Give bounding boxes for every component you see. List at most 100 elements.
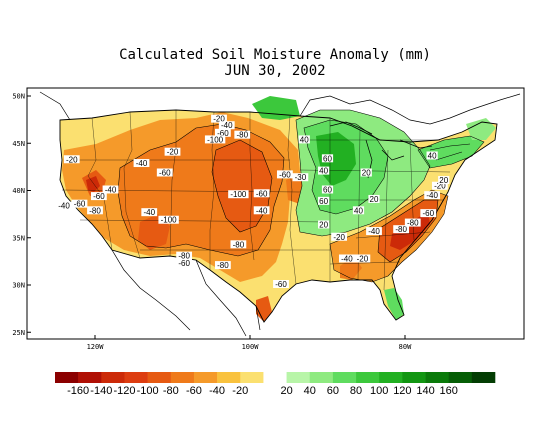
legend-label: -140 <box>90 385 112 397</box>
contour-label-bg <box>318 220 330 229</box>
contour-label-bg <box>366 227 382 236</box>
legend-label: 120 <box>393 385 411 397</box>
contour-label: -60 <box>422 209 434 218</box>
contour-label: 60 <box>323 154 332 163</box>
legend-swatch <box>193 372 218 383</box>
contour-label-bg <box>63 155 80 164</box>
legend-swatch <box>240 372 264 383</box>
contour-label: -60 <box>256 189 268 198</box>
anomaly-zone-texas-red <box>256 296 272 322</box>
contour-label-bg <box>368 194 380 203</box>
legend-swatch <box>402 372 426 383</box>
contour-label-bg <box>234 130 251 139</box>
contour-label: -40 <box>426 191 438 200</box>
contour-label: -80 <box>407 219 419 228</box>
contour-label: -60 <box>178 259 190 268</box>
legend-label: -160 <box>67 385 89 397</box>
contour-label-bg <box>276 170 293 179</box>
contour-label: 60 <box>323 186 332 195</box>
contour-label: -80 <box>178 252 190 261</box>
contour-label: -20 <box>333 233 345 242</box>
legend-swatch <box>332 372 357 383</box>
legend-swatch <box>309 372 334 383</box>
contour-label-bg <box>253 189 270 198</box>
contour-label-bg <box>230 240 247 249</box>
lon-tick-label: 100W <box>242 343 260 351</box>
contour-label: -60 <box>217 129 229 138</box>
contour-label-bg <box>214 128 231 137</box>
contour-label: -80 <box>233 240 245 249</box>
legend-swatch <box>170 372 195 383</box>
contour-label-bg <box>218 121 235 130</box>
legend-swatch <box>101 372 125 383</box>
anomaly-zone-wet-florida <box>384 288 404 320</box>
legend-label: 20 <box>280 385 292 397</box>
contour-label: 40 <box>428 151 437 160</box>
contour-label: -100 <box>161 216 178 225</box>
contour-label-bg <box>102 185 119 194</box>
legend-swatch <box>286 372 311 383</box>
contour-label-bg <box>214 261 231 270</box>
legend-swatch <box>78 372 102 383</box>
longitude-axis: 120W 100W 80W <box>87 335 412 351</box>
contour-label: -60 <box>159 168 171 177</box>
contour-label-bg <box>298 135 310 144</box>
contour-label-bg <box>176 259 193 268</box>
lon-tick-label: 80W <box>399 343 412 351</box>
contour-label: -80 <box>217 261 229 270</box>
great-lakes <box>329 121 433 179</box>
contour-label: -40 <box>221 121 233 130</box>
legend-label: 160 <box>440 385 458 397</box>
contour-label: 20 <box>370 195 379 204</box>
contour-label: -20 <box>357 254 369 263</box>
contour-label-bg <box>292 173 309 182</box>
legend-swatch <box>471 372 496 383</box>
contour-label-bg <box>253 206 270 215</box>
contour-label-bg <box>338 254 355 263</box>
legend-label: 80 <box>350 385 362 397</box>
lat-tick-label: 40N <box>12 187 25 195</box>
contour-label-bg <box>318 166 330 175</box>
contour-label-bg <box>321 185 334 194</box>
lat-tick-label: 45N <box>12 140 25 148</box>
contour-label-bg <box>87 206 103 215</box>
legend-swatch <box>147 372 172 383</box>
contour-label: -60 <box>74 200 86 209</box>
contour-label: 20 <box>319 220 328 229</box>
contour-label-bg <box>176 251 193 260</box>
map-title: Calculated Soil Moisture Anomaly (mm) <box>119 47 431 63</box>
contour-label-bg <box>71 199 88 208</box>
contour-label: -30 <box>295 173 307 182</box>
contour-label-bg <box>438 176 450 185</box>
legend-label: 40 <box>304 385 316 397</box>
contour-label-bg <box>158 215 179 224</box>
contour-label-bg <box>204 135 226 144</box>
contour-label: 20 <box>362 168 371 177</box>
contour-label-bg <box>424 191 441 200</box>
contour-label: -100 <box>230 190 247 199</box>
contour-label: -40 <box>105 186 117 195</box>
canada-lines <box>39 91 521 125</box>
contour-label: -60 <box>275 280 287 289</box>
contour-label-bg <box>321 154 334 163</box>
contour-label: -40 <box>58 202 70 211</box>
contour-label: -40 <box>143 208 155 217</box>
lat-tick-label: 50N <box>12 93 25 101</box>
contour-label: -20 <box>434 182 446 191</box>
contour-labels: -20-40-60 -80-100-20-20 -40-60-40-60-40 -60… <box>56 114 450 289</box>
contour-label: -40 <box>136 159 148 168</box>
contour-label-bg <box>426 151 438 160</box>
legend-swatch <box>124 372 148 383</box>
anomaly-zone-wet-maine <box>466 118 496 140</box>
contour-label: 40 <box>300 135 309 144</box>
contour-label-bg <box>156 168 173 177</box>
legend-swatch <box>217 372 241 383</box>
contour-label-bg <box>141 208 158 217</box>
contour-label: -60 <box>279 170 291 179</box>
contour-label-bg <box>331 232 348 241</box>
mexico-outline <box>111 249 261 337</box>
map-date: JUN 30, 2002 <box>224 63 326 79</box>
contour-label: -20 <box>213 115 225 124</box>
contour-label-bg <box>431 181 448 190</box>
